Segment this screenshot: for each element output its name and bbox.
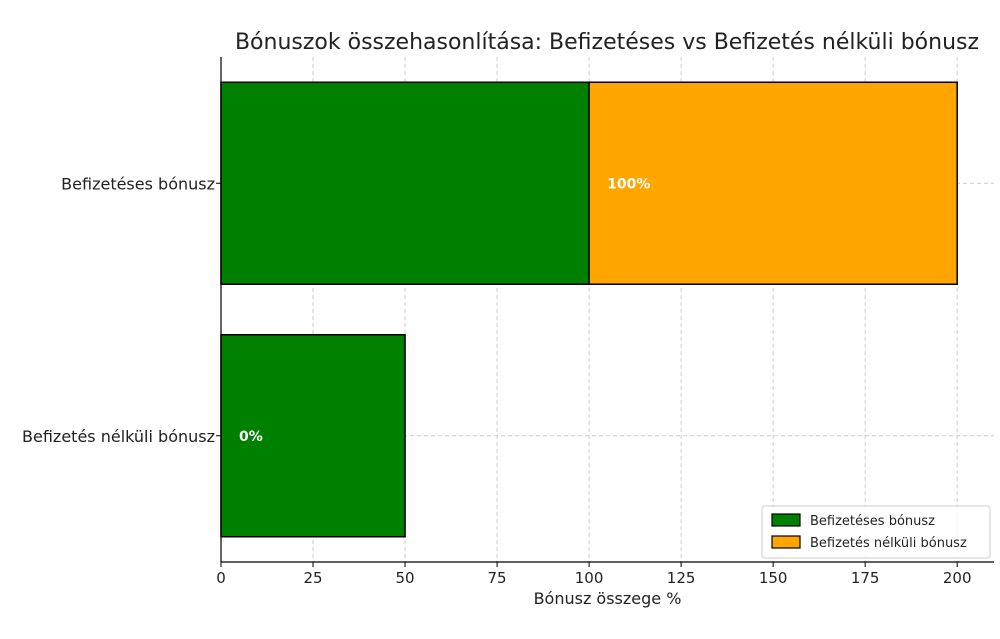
legend-swatch-1: [771, 535, 801, 549]
x-tick-label-5: 125: [667, 569, 696, 587]
x-tick-label-0: 0: [216, 569, 226, 587]
x-tick-label-6: 150: [759, 569, 788, 587]
x-axis-label: Bónusz összege %: [534, 589, 682, 608]
legend-swatch-0: [771, 513, 801, 527]
bar-value-labels: 100% 0%: [239, 176, 650, 445]
legend-label-1: Befizetés nélküli bónusz: [810, 536, 967, 551]
y-axis-categories: Befizetéses bónusz Befizetés nélküli bónu…: [22, 174, 221, 446]
chart-title: Bónuszok összehasonlítása: Befizetéses v…: [235, 30, 979, 55]
x-tick-label-3: 75: [488, 569, 507, 587]
x-tick-label-8: 200: [943, 569, 972, 587]
x-axis-ticks: 0 25 50 75 100 125 150 175 200: [216, 562, 972, 587]
bar-value-label-1: 0%: [239, 429, 263, 445]
y-category-label-0: Befizetéses bónusz: [61, 174, 215, 193]
legend-box: [761, 505, 991, 559]
x-tick-label-7: 175: [851, 569, 880, 587]
bar-0-1: [220, 334, 406, 538]
x-tick-label-2: 50: [396, 569, 415, 587]
x-tick-label-4: 100: [575, 569, 604, 587]
bars: [220, 81, 958, 538]
legend: Befizetéses bónusz Befizetés nélküli bónu…: [761, 505, 991, 559]
y-category-label-1: Befizetés nélküli bónusz: [22, 427, 215, 446]
x-tick-label-1: 25: [303, 569, 322, 587]
bar-0-0: [220, 81, 590, 285]
bar-1-0: [588, 81, 958, 285]
legend-label-0: Befizetéses bónusz: [810, 514, 935, 529]
bar-value-label-0: 100%: [607, 176, 650, 192]
